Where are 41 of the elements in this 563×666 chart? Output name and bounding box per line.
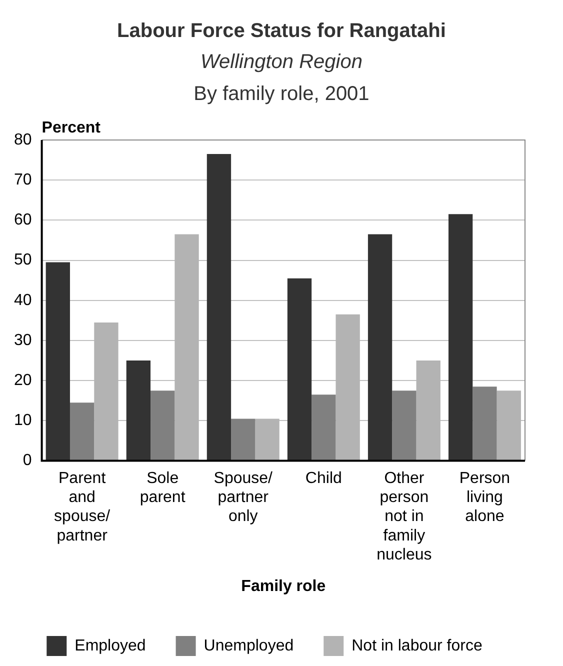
y-axis-title: Percent bbox=[42, 119, 102, 136]
bar bbox=[368, 234, 392, 460]
y-tick-label: 80 bbox=[14, 131, 32, 148]
y-tick-label: 50 bbox=[14, 252, 32, 269]
x-tick-label: Sole parent bbox=[140, 470, 186, 506]
bar bbox=[336, 314, 360, 460]
bar bbox=[448, 214, 473, 460]
bar bbox=[174, 234, 199, 460]
y-tick-label: 0 bbox=[22, 452, 32, 470]
y-tick-label: 20 bbox=[14, 372, 32, 390]
x-tick-label: Person living alone bbox=[459, 470, 510, 526]
bar bbox=[94, 322, 118, 460]
chart-subtitle: Wellington Region bbox=[200, 50, 364, 75]
x-tick-label: Child bbox=[305, 470, 342, 487]
y-tick-label: 70 bbox=[14, 172, 32, 189]
bar bbox=[496, 390, 521, 460]
x-tick-label: Other person not in family nucleus bbox=[376, 470, 432, 564]
bar bbox=[126, 360, 151, 460]
x-axis-title: Family role bbox=[241, 578, 326, 595]
bar bbox=[231, 418, 256, 460]
legend-label: Employed bbox=[74, 637, 146, 654]
y-tick-label: 10 bbox=[14, 412, 32, 430]
text: By family role, 2001 bbox=[192, 82, 370, 107]
x-tick-label: Spouse/ partner only bbox=[214, 470, 274, 526]
legend-label: Unemployed bbox=[204, 637, 294, 654]
y-tick-label: 30 bbox=[14, 332, 32, 349]
y-tick-label: 60 bbox=[14, 212, 32, 229]
bar bbox=[287, 278, 312, 460]
bar bbox=[70, 402, 94, 460]
x-tick-label: Parent and spouse/ partner bbox=[54, 470, 111, 544]
bar bbox=[416, 360, 440, 460]
bar bbox=[206, 154, 232, 460]
chart-title: Labour Force Status for Rangatahi bbox=[116, 19, 447, 44]
bar bbox=[472, 386, 497, 460]
bar bbox=[255, 418, 280, 460]
legend-label: Not in labour force bbox=[352, 637, 482, 654]
bar bbox=[150, 390, 175, 460]
bar bbox=[46, 262, 70, 460]
bar bbox=[312, 394, 336, 460]
bar bbox=[392, 390, 416, 460]
y-tick-label: 40 bbox=[14, 292, 32, 309]
